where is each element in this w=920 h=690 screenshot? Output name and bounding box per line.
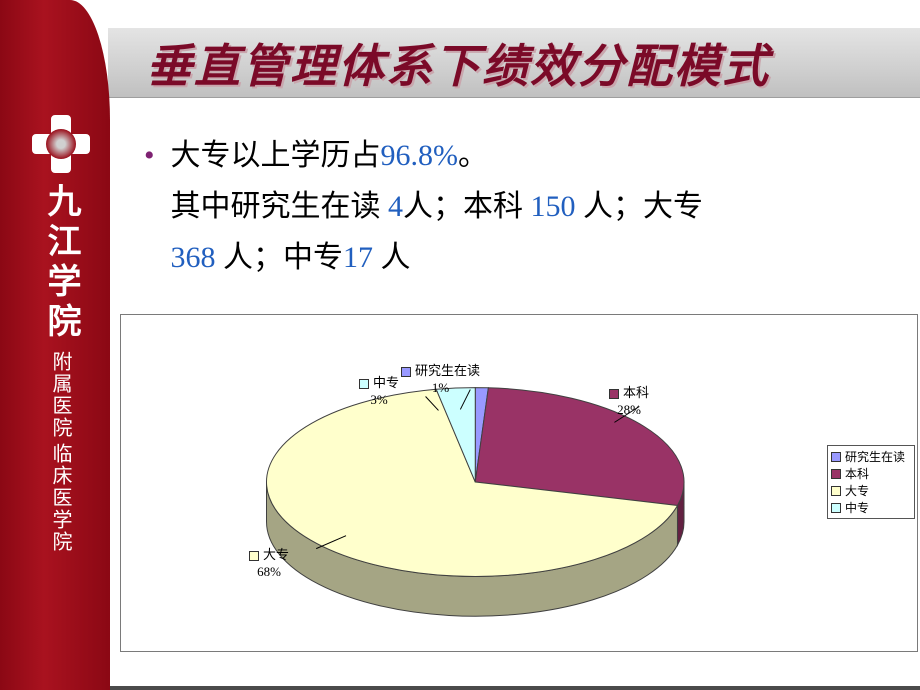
l3c: 人 xyxy=(373,241,411,274)
legend-box: 研究生在读本科大专中专 xyxy=(827,445,915,519)
pie-chart-container: 研究生在读本科大专中专 研究生在读1%中专3% 本科28% 大专68% xyxy=(120,314,918,652)
sidebar-band: 九江学院 附属医院 临床医学院 xyxy=(0,0,110,690)
l2a: 其中研究生在读 xyxy=(171,190,389,223)
slice-label: 大专68% xyxy=(249,547,289,581)
legend-item: 大专 xyxy=(831,482,911,499)
sidebar-sub-text: 附属医院 临床医学院 xyxy=(46,351,75,553)
l3b-num: 17 xyxy=(343,241,373,274)
bottom-shadow xyxy=(0,686,920,690)
l2c: 人；大专 xyxy=(576,190,704,223)
bullet-dot-icon: • xyxy=(144,130,155,181)
pie-chart-svg xyxy=(121,315,917,651)
bullet-item: • 大专以上学历占96.8%。 其中研究生在读 4人；本科 150 人；大专 3… xyxy=(140,130,900,283)
l3a-num: 368 xyxy=(171,241,216,274)
l3b: 人；中专 xyxy=(216,241,344,274)
l2a-num: 4 xyxy=(388,190,403,223)
l1-suffix: 。 xyxy=(458,139,488,172)
l2b: 人；本科 xyxy=(403,190,531,223)
slice-label: 中专3% xyxy=(359,375,399,409)
legend-item: 中专 xyxy=(831,499,911,516)
slide-title: 垂直管理体系下绩效分配模式 xyxy=(146,30,770,96)
sidebar-sub-1: 临床医学院 xyxy=(46,443,75,553)
hospital-cross-logo xyxy=(32,115,90,173)
sidebar-sub-2: 附属医院 xyxy=(46,351,75,439)
l2b-num: 150 xyxy=(531,190,576,223)
slice-label: 研究生在读1% xyxy=(401,363,480,397)
sidebar-main-text: 九江学院 xyxy=(36,183,85,343)
l1-prefix: 大专以上学历占 xyxy=(171,139,381,172)
bullet-text: 大专以上学历占96.8%。 其中研究生在读 4人；本科 150 人；大专 368… xyxy=(171,130,704,283)
slice-label: 本科28% xyxy=(609,385,649,419)
legend-item: 本科 xyxy=(831,465,911,482)
title-bar: 垂直管理体系下绩效分配模式 xyxy=(108,28,920,98)
body-text: • 大专以上学历占96.8%。 其中研究生在读 4人；本科 150 人；大专 3… xyxy=(140,130,900,283)
l1-pct: 96.8% xyxy=(381,139,459,172)
sidebar-content: 九江学院 附属医院 临床医学院 xyxy=(18,115,103,553)
legend-item: 研究生在读 xyxy=(831,448,911,465)
